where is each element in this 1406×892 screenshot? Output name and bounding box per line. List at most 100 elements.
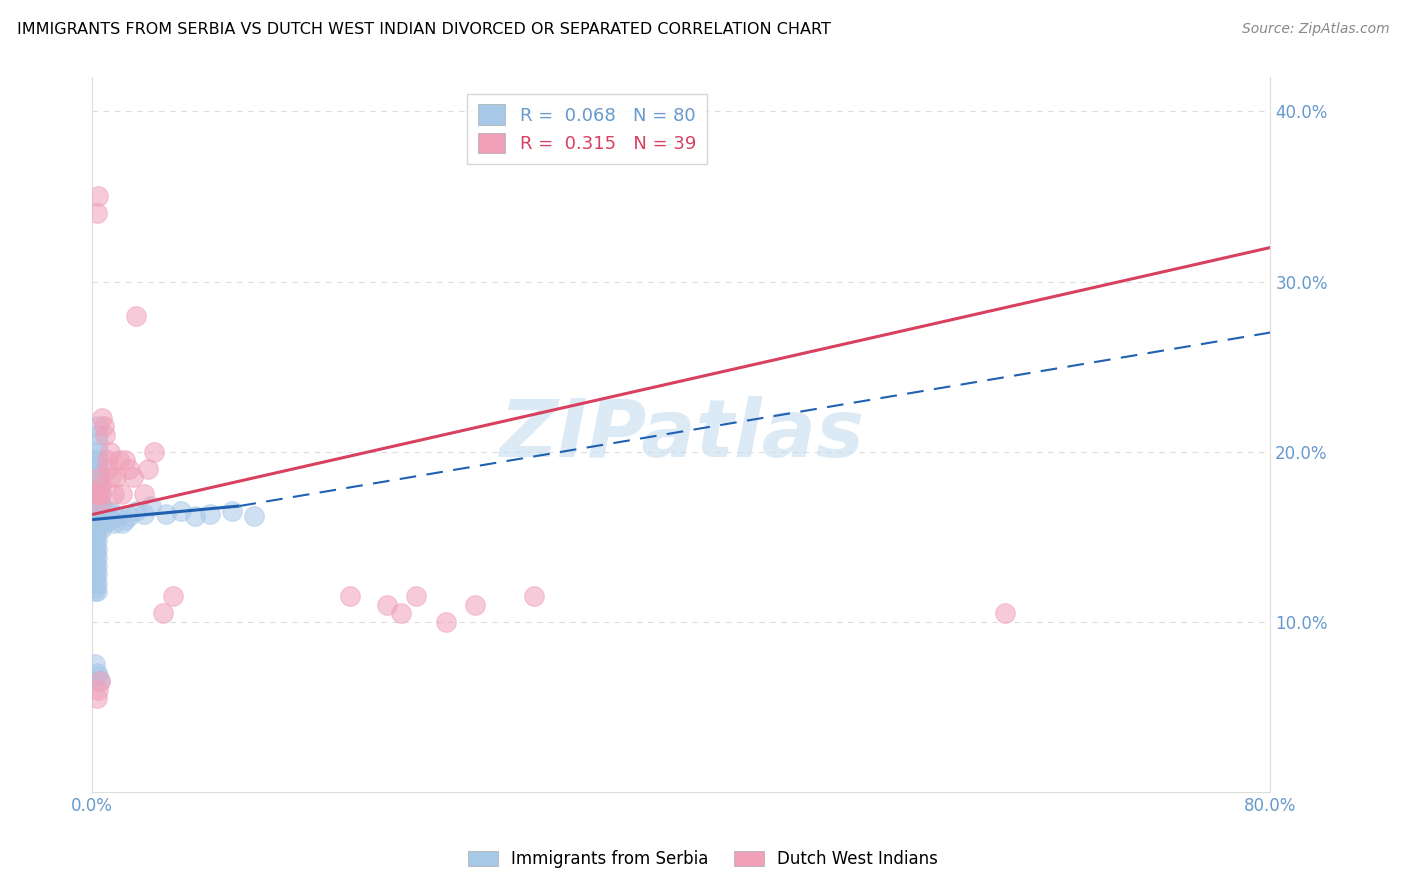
Point	[105, 509, 128, 524]
Point	[87, 189, 110, 203]
Point	[89, 470, 111, 484]
Point	[93, 419, 115, 434]
Point	[136, 461, 159, 475]
Point	[111, 487, 134, 501]
Point	[339, 589, 361, 603]
Point	[86, 499, 108, 513]
Text: Source: ZipAtlas.com: Source: ZipAtlas.com	[1241, 22, 1389, 37]
Point	[87, 453, 110, 467]
Point	[162, 589, 184, 603]
Point	[91, 410, 114, 425]
Point	[994, 606, 1017, 620]
Point	[100, 504, 122, 518]
Point	[118, 509, 141, 524]
Point	[94, 516, 117, 530]
Point	[98, 513, 121, 527]
Point	[86, 470, 108, 484]
Legend: R =  0.068   N = 80, R =  0.315   N = 39: R = 0.068 N = 80, R = 0.315 N = 39	[467, 94, 707, 164]
Point	[100, 470, 122, 484]
Point	[434, 615, 457, 629]
Point	[90, 478, 112, 492]
Point	[84, 549, 107, 564]
Point	[87, 436, 110, 450]
Point	[84, 530, 107, 544]
Point	[91, 521, 114, 535]
Point	[97, 461, 120, 475]
Point	[84, 533, 107, 547]
Point	[87, 444, 110, 458]
Point	[86, 524, 108, 539]
Point	[89, 508, 111, 522]
Point	[198, 508, 221, 522]
Point	[104, 470, 127, 484]
Point	[86, 465, 108, 479]
Point	[90, 487, 112, 501]
Point	[86, 475, 108, 490]
Point	[114, 453, 136, 467]
Point	[94, 427, 117, 442]
Point	[103, 487, 125, 501]
Point	[84, 572, 107, 586]
Point	[87, 682, 110, 697]
Point	[87, 427, 110, 442]
Point	[139, 499, 162, 513]
Point	[111, 516, 134, 530]
Point	[86, 665, 108, 680]
Point	[86, 558, 108, 573]
Point	[114, 513, 136, 527]
Point	[84, 564, 107, 578]
Legend: Immigrants from Serbia, Dutch West Indians: Immigrants from Serbia, Dutch West India…	[461, 844, 945, 875]
Point	[86, 575, 108, 590]
Point	[84, 541, 107, 556]
Point	[86, 487, 108, 501]
Point	[89, 495, 111, 509]
Point	[87, 487, 110, 501]
Point	[86, 541, 108, 556]
Point	[87, 470, 110, 484]
Point	[86, 549, 108, 564]
Point	[86, 492, 108, 507]
Point	[243, 509, 266, 524]
Point	[523, 589, 546, 603]
Point	[90, 509, 112, 524]
Point	[96, 504, 118, 518]
Point	[184, 509, 207, 524]
Point	[375, 598, 398, 612]
Point	[86, 487, 108, 501]
Point	[93, 509, 115, 524]
Point	[86, 567, 108, 582]
Point	[107, 453, 129, 467]
Point	[84, 575, 107, 590]
Point	[89, 674, 111, 689]
Point	[391, 606, 413, 620]
Point	[86, 453, 108, 467]
Point	[122, 470, 145, 484]
Point	[125, 504, 148, 518]
Point	[98, 444, 121, 458]
Point	[87, 478, 110, 492]
Point	[89, 674, 111, 689]
Point	[86, 516, 108, 530]
Point	[87, 487, 110, 501]
Point	[84, 547, 107, 561]
Point	[464, 598, 486, 612]
Point	[87, 495, 110, 509]
Point	[86, 533, 108, 547]
Point	[84, 513, 107, 527]
Point	[84, 521, 107, 535]
Point	[91, 499, 114, 513]
Text: IMMIGRANTS FROM SERBIA VS DUTCH WEST INDIAN DIVORCED OR SEPARATED CORRELATION CH: IMMIGRANTS FROM SERBIA VS DUTCH WEST IND…	[17, 22, 831, 37]
Point	[89, 516, 111, 530]
Point	[86, 691, 108, 706]
Text: ZIPatlas: ZIPatlas	[499, 395, 863, 474]
Point	[155, 508, 177, 522]
Point	[118, 461, 141, 475]
Point	[90, 487, 112, 501]
Point	[132, 487, 155, 501]
Point	[84, 657, 107, 672]
Point	[405, 589, 427, 603]
Point	[84, 567, 107, 582]
Point	[84, 495, 107, 509]
Point	[84, 558, 107, 573]
Point	[84, 581, 107, 595]
